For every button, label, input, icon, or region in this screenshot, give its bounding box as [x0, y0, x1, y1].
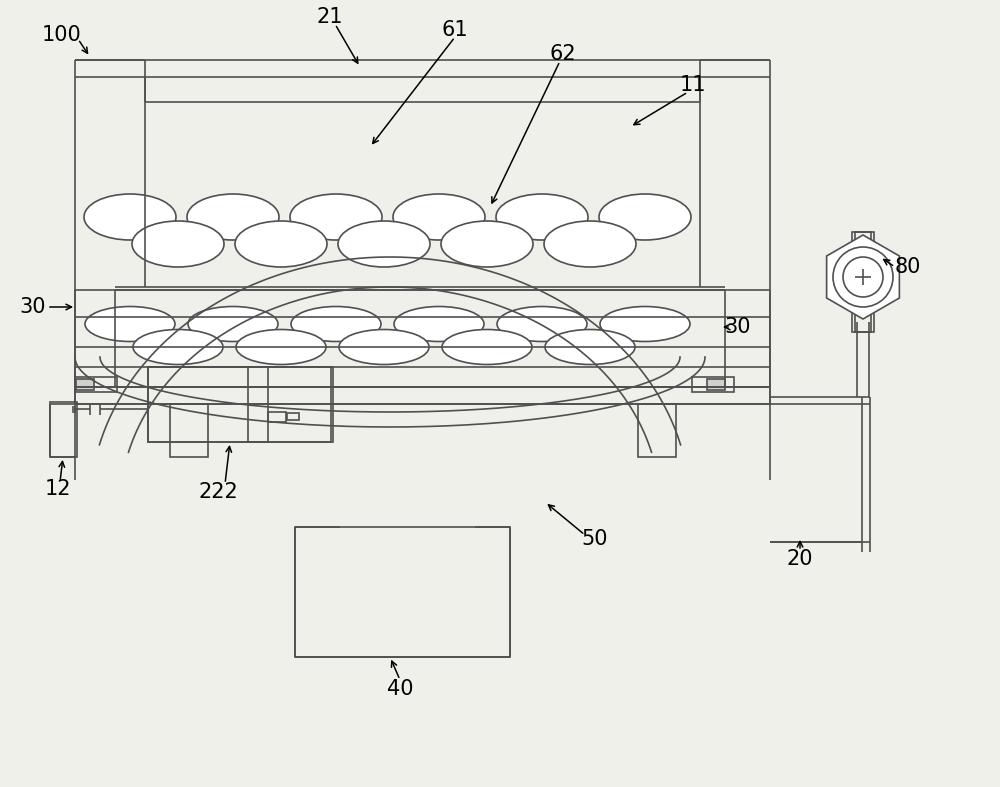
- Bar: [855, 232, 871, 332]
- Text: 12: 12: [45, 479, 71, 499]
- Ellipse shape: [339, 330, 429, 364]
- Text: 30: 30: [725, 317, 751, 337]
- Ellipse shape: [291, 306, 381, 342]
- Bar: [75, 387, 770, 404]
- Ellipse shape: [338, 221, 430, 267]
- Text: 11: 11: [680, 75, 706, 95]
- Ellipse shape: [290, 194, 382, 240]
- Text: 100: 100: [42, 25, 82, 45]
- Bar: [75, 377, 117, 392]
- Text: 61: 61: [442, 20, 468, 40]
- Text: 80: 80: [895, 257, 921, 277]
- Ellipse shape: [394, 306, 484, 342]
- Ellipse shape: [84, 194, 176, 240]
- Ellipse shape: [497, 306, 587, 342]
- Bar: [76, 379, 94, 390]
- Ellipse shape: [441, 221, 533, 267]
- Ellipse shape: [187, 194, 279, 240]
- Bar: [50, 402, 77, 457]
- Ellipse shape: [188, 306, 278, 342]
- Ellipse shape: [442, 330, 532, 364]
- Polygon shape: [827, 235, 899, 319]
- Bar: [268, 412, 286, 422]
- Ellipse shape: [85, 306, 175, 342]
- Ellipse shape: [393, 194, 485, 240]
- Ellipse shape: [132, 221, 224, 267]
- Ellipse shape: [545, 330, 635, 364]
- Ellipse shape: [133, 330, 223, 364]
- Circle shape: [843, 257, 883, 297]
- Text: 40: 40: [387, 679, 413, 699]
- Bar: [852, 232, 874, 332]
- Ellipse shape: [600, 306, 690, 342]
- Text: 222: 222: [198, 482, 238, 502]
- Bar: [692, 377, 734, 392]
- Text: 30: 30: [20, 297, 46, 317]
- Ellipse shape: [235, 221, 327, 267]
- Ellipse shape: [496, 194, 588, 240]
- Bar: [707, 379, 725, 390]
- Ellipse shape: [544, 221, 636, 267]
- Bar: [170, 404, 208, 457]
- Text: 50: 50: [582, 529, 608, 549]
- Bar: [148, 367, 268, 442]
- Bar: [638, 404, 676, 457]
- Bar: [295, 527, 510, 657]
- Text: 20: 20: [787, 549, 813, 569]
- Bar: [287, 413, 299, 420]
- Bar: [248, 367, 331, 442]
- Circle shape: [833, 247, 893, 307]
- Ellipse shape: [599, 194, 691, 240]
- Text: 62: 62: [550, 44, 576, 64]
- Bar: [148, 367, 333, 442]
- Text: 21: 21: [317, 7, 343, 27]
- Ellipse shape: [236, 330, 326, 364]
